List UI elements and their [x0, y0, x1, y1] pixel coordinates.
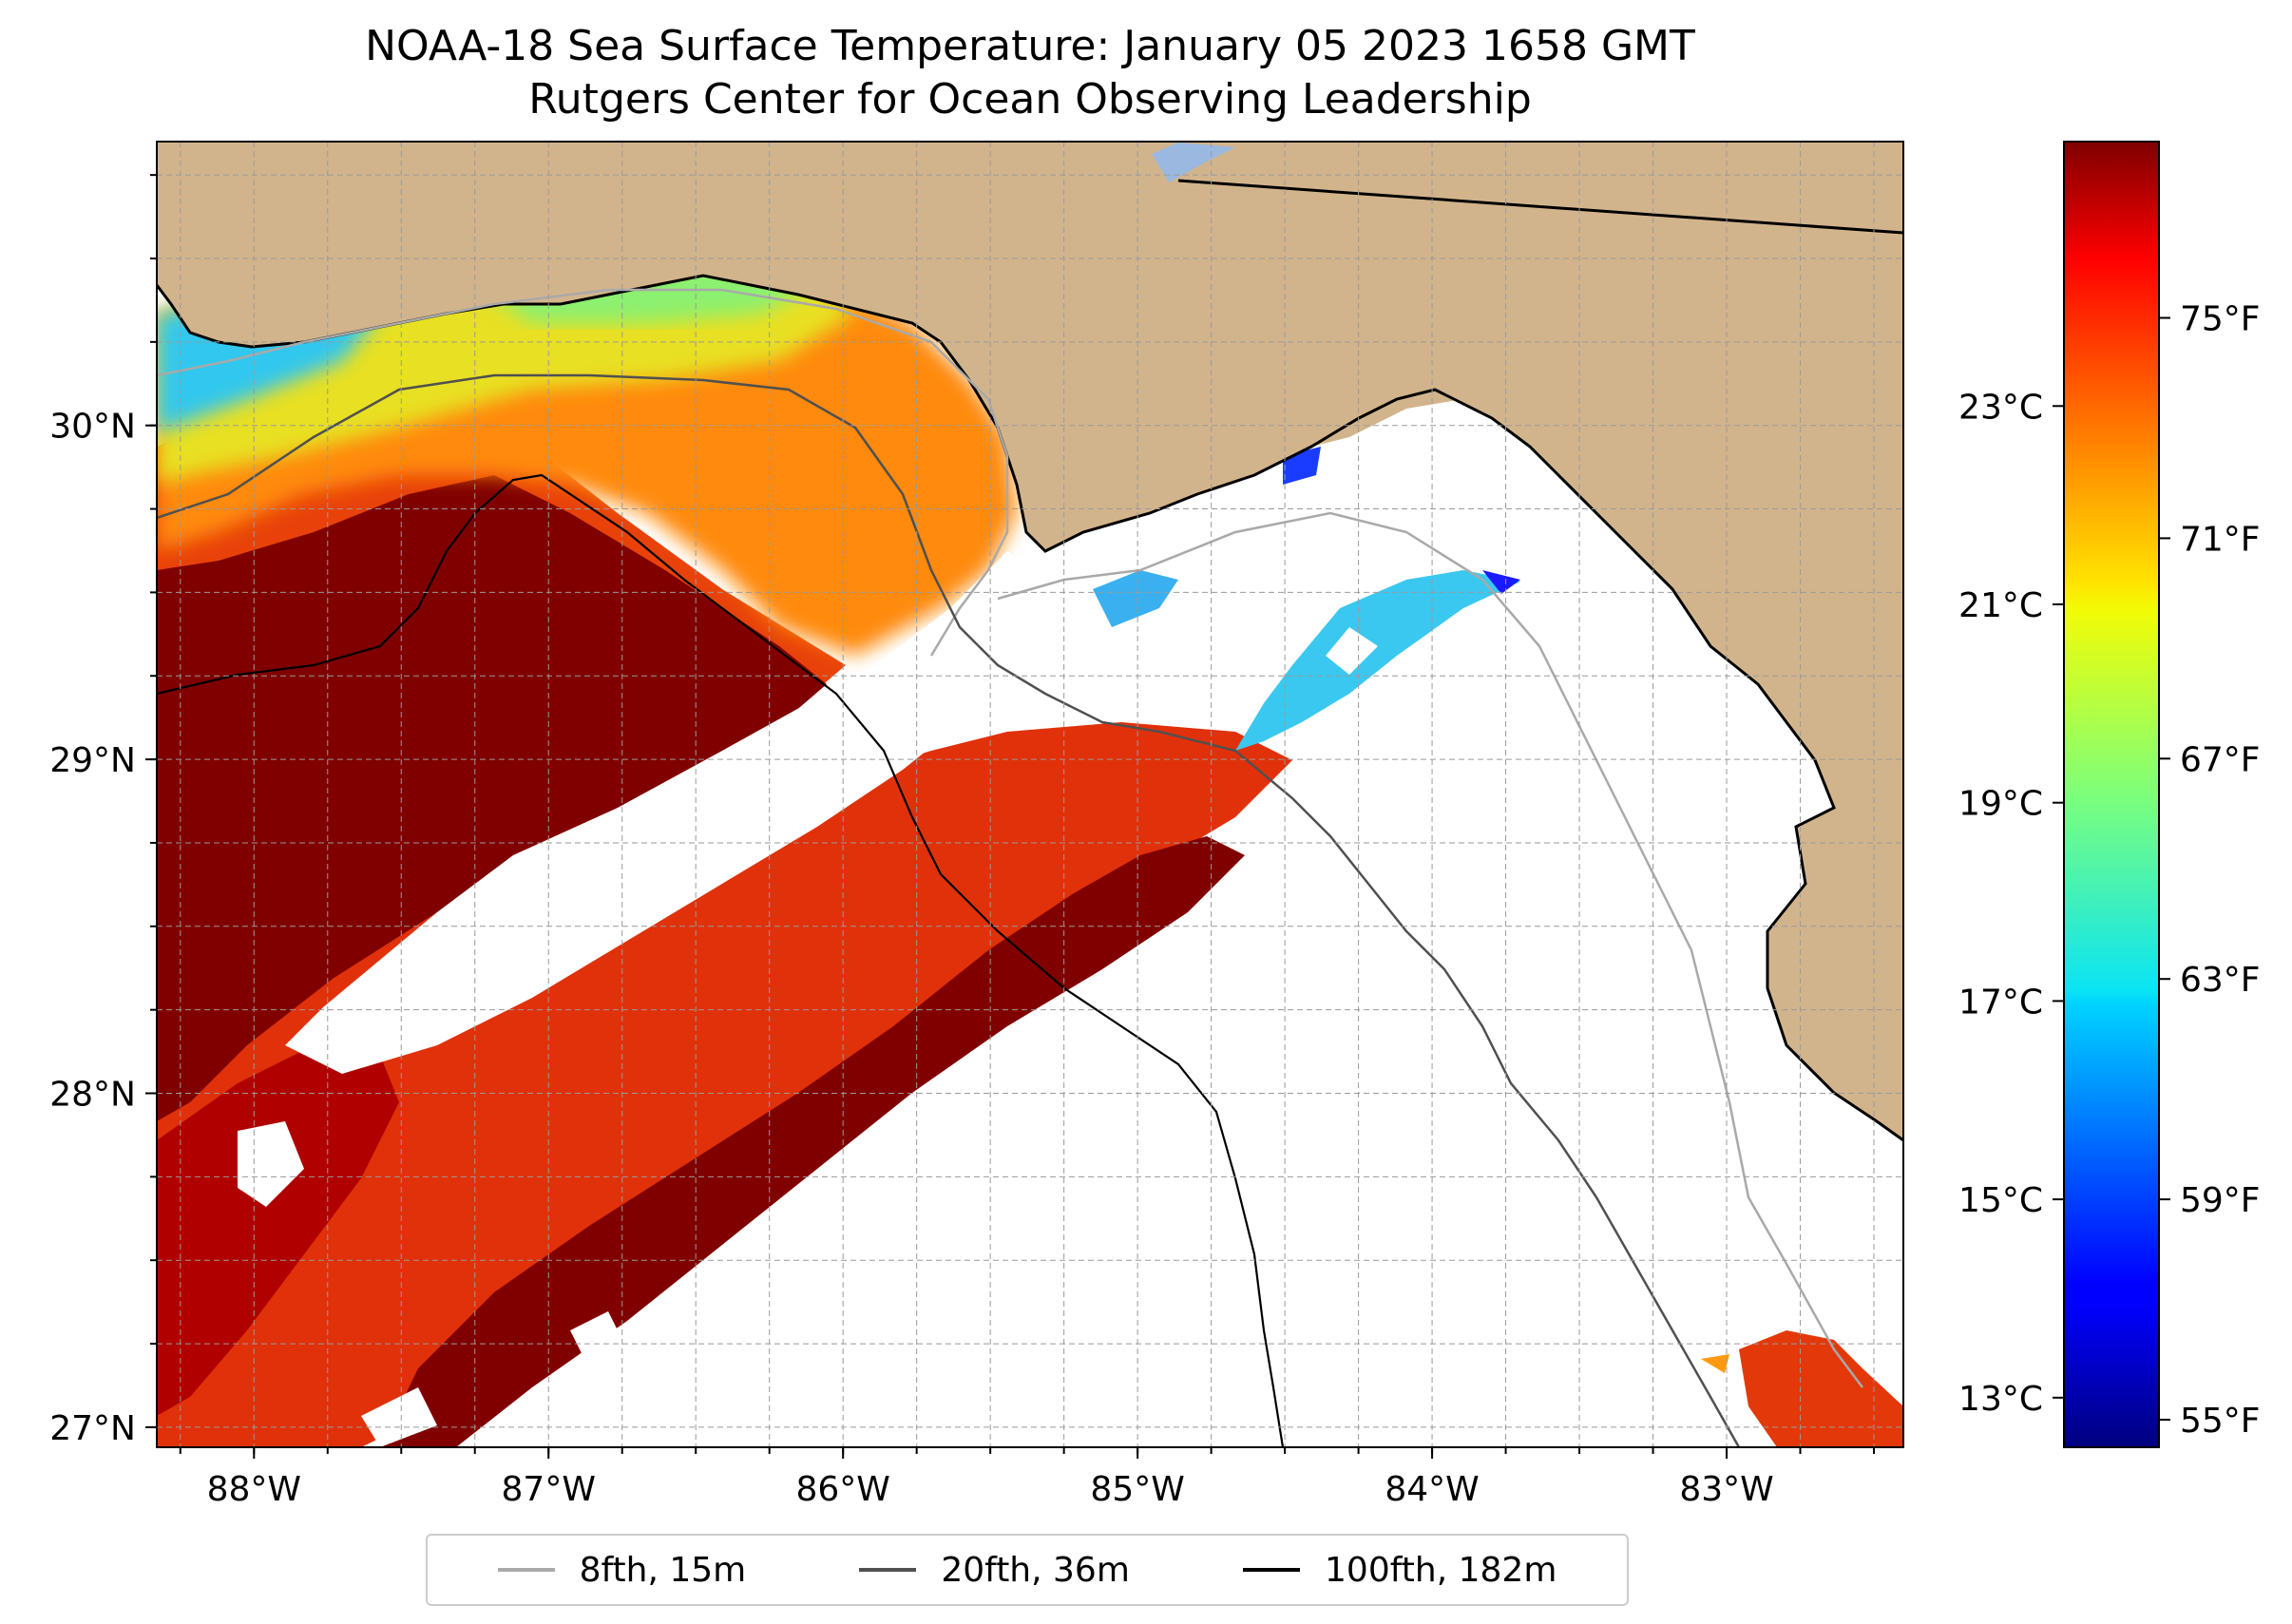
lon-tick-label: 87°W — [502, 1470, 596, 1509]
colorbar-fahrenheit-axis: 75°F 71°F 67°F 63°F 59°F 55°F — [2159, 300, 2261, 1441]
colorbar-f-label: 67°F — [2180, 740, 2261, 779]
sst-cold-patches — [1093, 447, 1903, 1447]
map-panel — [157, 142, 1903, 1447]
legend-line-8fth — [497, 1568, 555, 1572]
colorbar-c-label: 15°C — [1958, 1181, 2043, 1220]
lon-tick-label: 88°W — [207, 1470, 301, 1509]
lake — [1152, 143, 1235, 182]
map-gridlines — [157, 142, 1903, 1447]
legend-item-20fth: 20fth, 36m — [859, 1551, 1130, 1590]
legend-label-8fth: 8fth, 15m — [579, 1550, 747, 1590]
colorbar-f-label: 59°F — [2180, 1181, 2261, 1220]
lon-tick-label: 86°W — [795, 1470, 889, 1509]
colorbar-f-label: 75°F — [2180, 300, 2261, 339]
legend-label-100fth: 100fth, 182m — [1325, 1550, 1557, 1590]
colorbar-c-label: 19°C — [1958, 785, 2043, 824]
isobath-100fth — [157, 473, 1285, 1447]
legend-item-100fth: 100fth, 182m — [1243, 1551, 1557, 1590]
legend-line-100fth — [1243, 1568, 1301, 1572]
isobath-8fth-east — [997, 511, 1863, 1388]
lat-tick-label: 30°N — [49, 408, 136, 447]
lat-tick-label: 27°N — [49, 1409, 136, 1448]
colorbar-ramp — [2064, 142, 2159, 1447]
isobath-20fth — [157, 373, 1741, 1447]
lon-tick-label: 83°W — [1679, 1470, 1773, 1509]
isobath-legend: 8fth, 15m 20fth, 36m 100fth, 182m — [426, 1534, 1629, 1606]
sst-warm-field — [157, 390, 1292, 1447]
lon-tick-label: 84°W — [1385, 1470, 1479, 1509]
legend-line-20fth — [859, 1568, 917, 1572]
colorbar-f-label: 63°F — [2180, 961, 2261, 1000]
colorbar-f-label: 71°F — [2180, 520, 2261, 559]
colorbar-c-label: 17°C — [1958, 983, 2043, 1022]
latitude-axis: 30°N 29°N 28°N 27°N — [49, 174, 157, 1448]
legend-item-8fth: 8fth, 15m — [497, 1550, 747, 1590]
colorbar-f-label: 55°F — [2180, 1402, 2261, 1441]
chart-subtitle: Rutgers Center for Ocean Observing Leade… — [528, 75, 1532, 124]
colorbar-frame — [2063, 141, 2160, 1448]
state-border — [1177, 179, 1903, 235]
colorbar-c-label: 13°C — [1958, 1380, 2043, 1419]
map-frame — [156, 141, 1904, 1448]
chart-title: NOAA-18 Sea Surface Temperature: January… — [365, 22, 1695, 70]
land-mass — [157, 142, 1903, 1140]
lon-tick-label: 85°W — [1090, 1470, 1184, 1509]
lat-tick-label: 28°N — [49, 1076, 136, 1115]
isobath-8fth — [157, 288, 1009, 657]
colorbar-celsius-axis: 23°C 21°C 19°C 17°C 15°C 13°C — [1958, 388, 2064, 1419]
colorbar-c-label: 23°C — [1958, 388, 2043, 427]
longitude-axis: 88°W 87°W 86°W 85°W 84°W 83°W — [179, 1447, 1876, 1509]
lat-tick-label: 29°N — [49, 741, 136, 780]
legend-label-20fth: 20fth, 36m — [941, 1550, 1130, 1590]
colorbar-c-label: 21°C — [1958, 586, 2043, 625]
